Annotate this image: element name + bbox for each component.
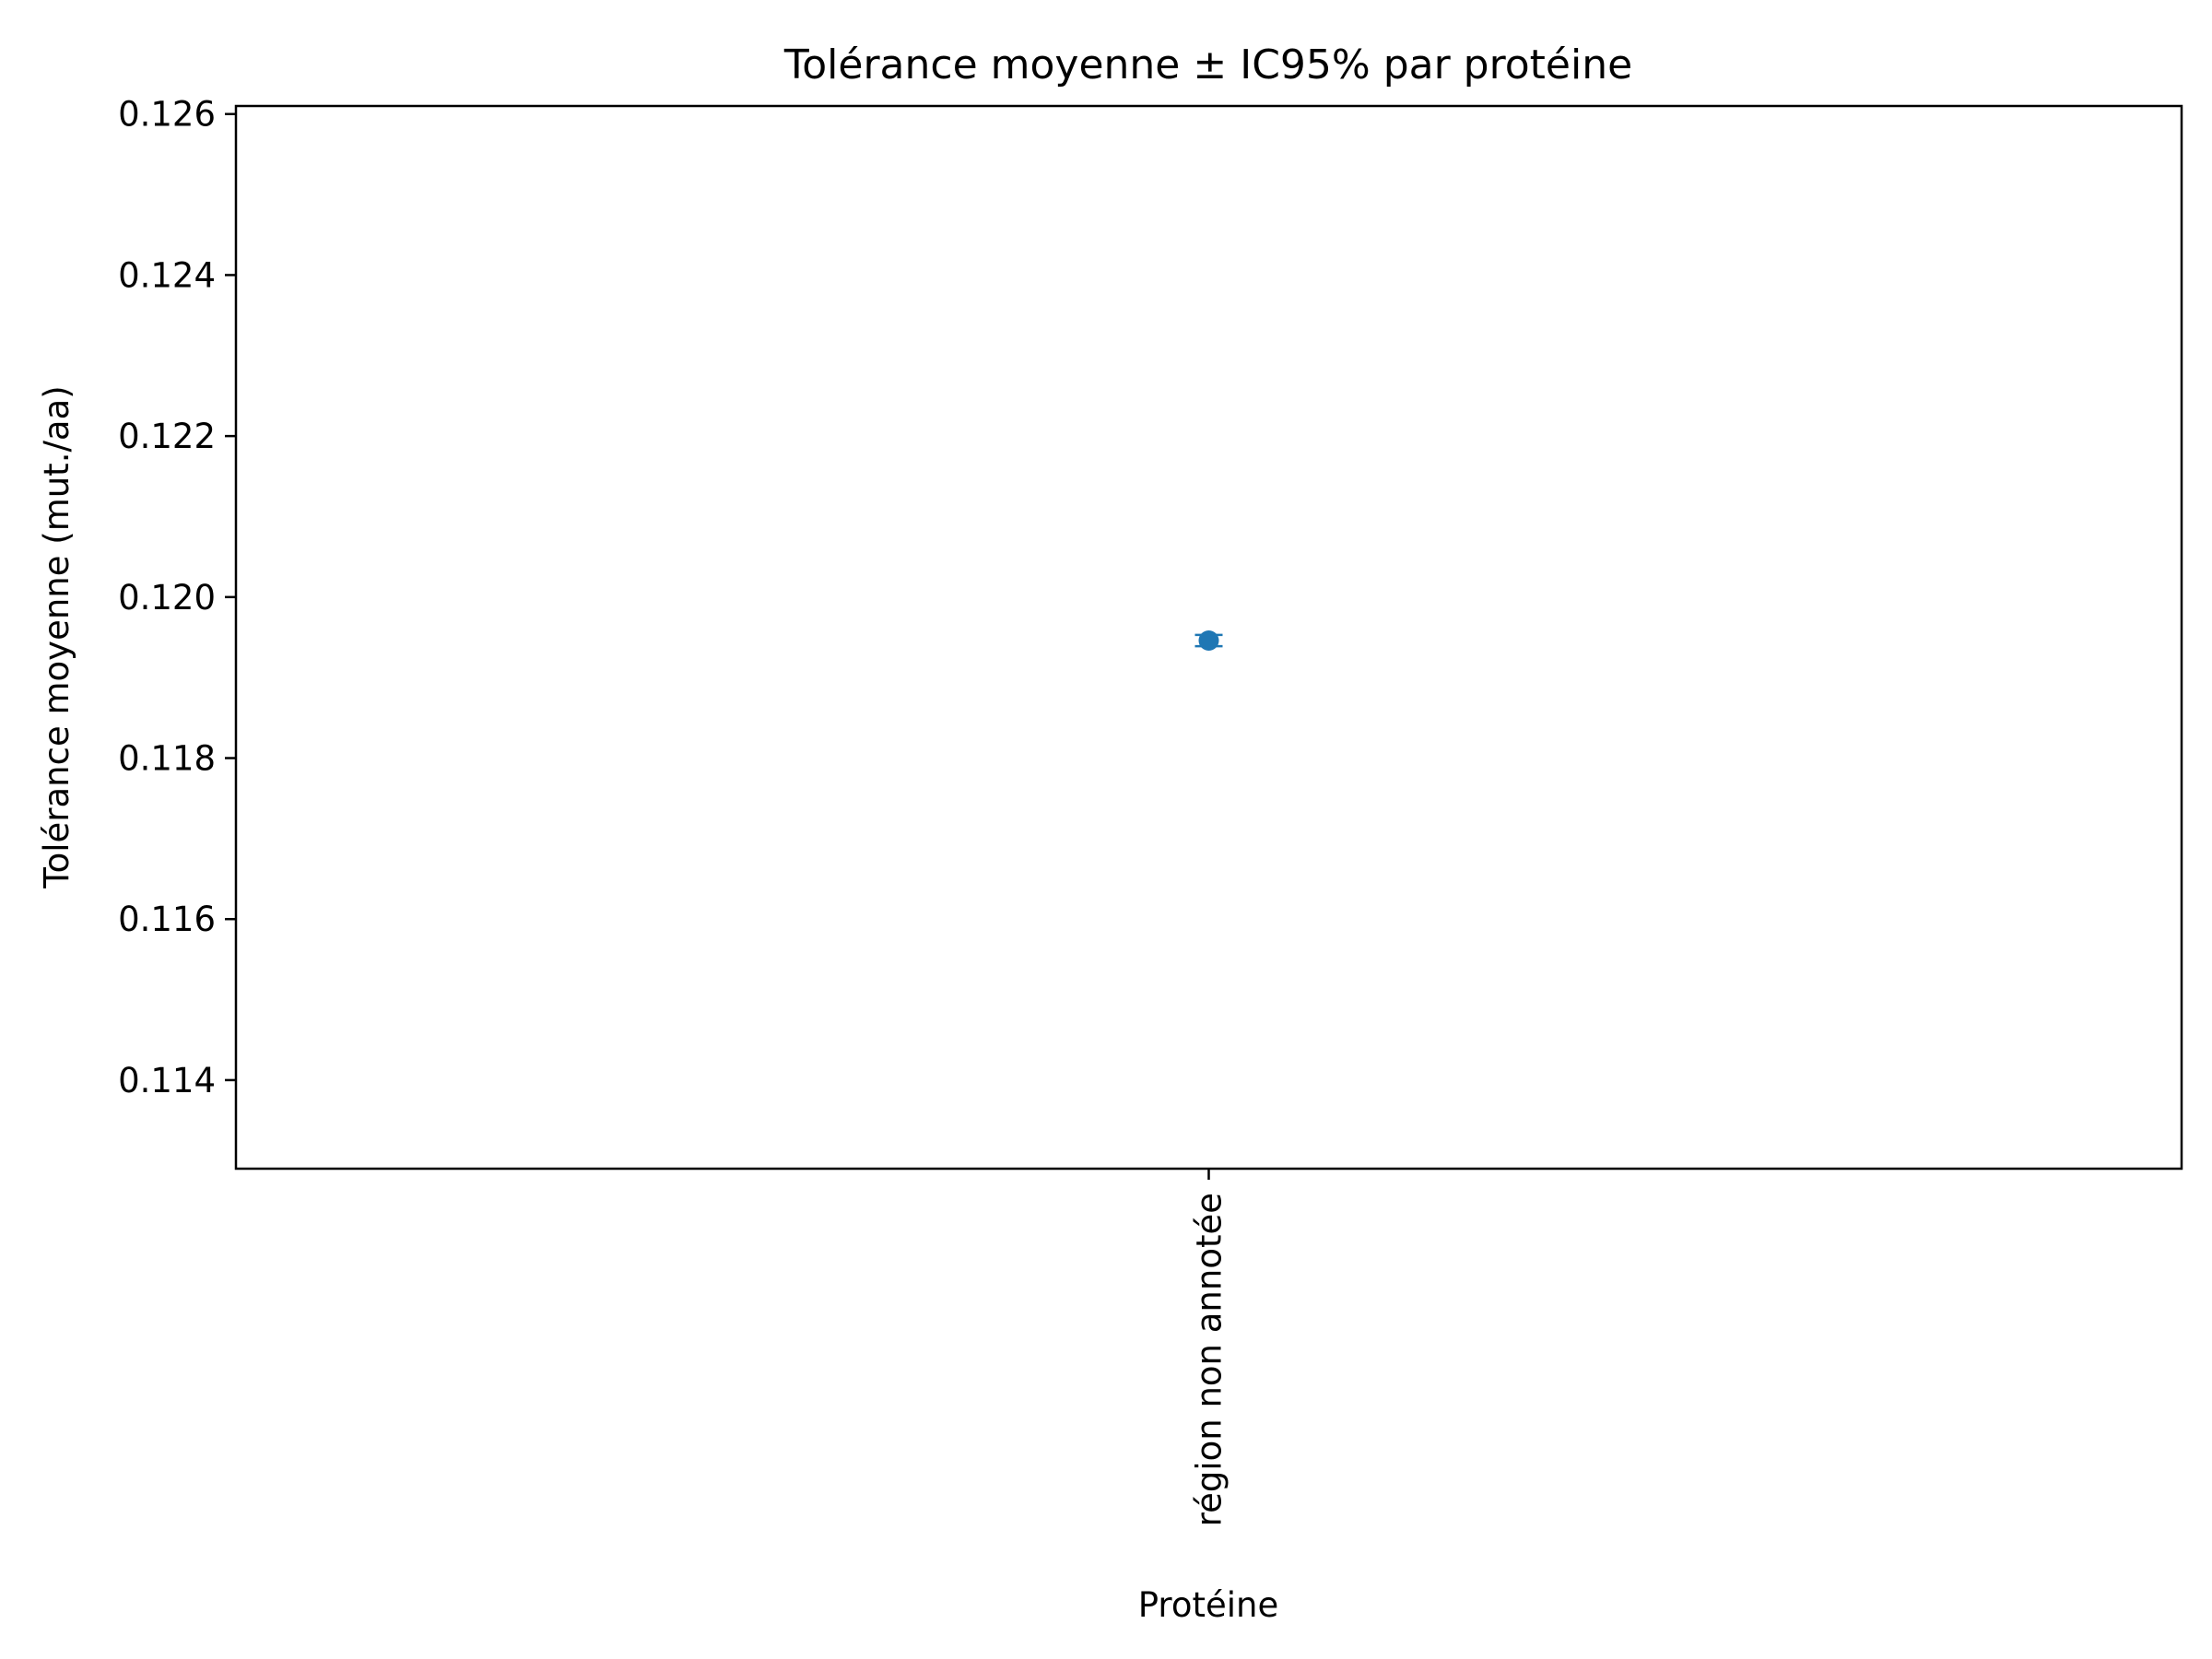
y-tick-label: 0.120 (118, 578, 216, 618)
data-marks (1194, 629, 1223, 651)
y-tick-label: 0.122 (118, 417, 216, 456)
y-tick-label: 0.114 (118, 1061, 216, 1100)
y-tick-label: 0.126 (118, 95, 216, 135)
y-axis-ticks: 0.114 0.116 0.118 0.120 0.122 0.124 0.126 (118, 95, 236, 1100)
x-axis-label: Protéine (1138, 1585, 1278, 1625)
plot-area-frame (234, 104, 2183, 1171)
y-tick-label: 0.124 (118, 255, 216, 295)
x-tick-label: région non annotée (1190, 1193, 1230, 1526)
chart-title: Tolérance moyenne ± IC95% par protéine (783, 41, 1632, 88)
data-point (1198, 629, 1219, 651)
y-tick-label: 0.118 (118, 739, 216, 779)
y-tick-label: 0.116 (118, 900, 216, 939)
x-axis-ticks: région non annotée (1190, 1169, 1230, 1526)
y-axis-label: Tolérance moyenne (mut./aa) (37, 385, 76, 888)
